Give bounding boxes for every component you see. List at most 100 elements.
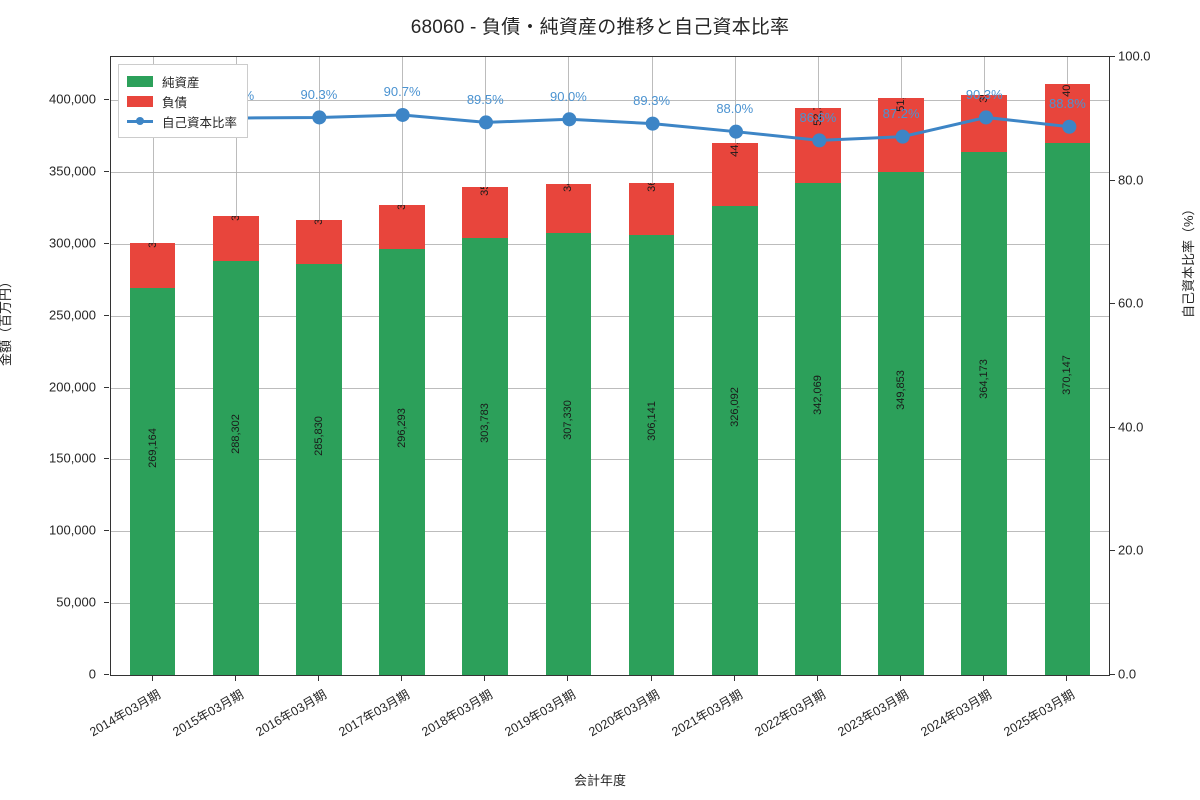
bar-segment-equity[interactable]: 364,173 [961,151,1008,675]
y-axis-tick-label: 300,000 [49,235,96,251]
gridline-horizontal [111,387,1109,389]
legend-swatch-liabilities [127,95,153,107]
y-axis-label: 金額（百万円） [0,274,13,366]
x-axis-tick-label: 2020年03月期 [585,687,662,740]
line-series-layer [145,107,1077,148]
equity-ratio-value-label: 87.2% [882,106,920,122]
equity-ratio-value-label: 90.3% [300,86,338,102]
bar-segment-equity[interactable]: 306,141 [628,235,675,675]
bar-segment-equity[interactable]: 342,069 [795,183,841,675]
x-axis-tick-label: 2023年03月期 [835,687,912,740]
equity-ratio-marker[interactable] [562,112,577,127]
bar-segment-liabilities[interactable]: 30,403 [379,205,425,250]
y-axis-tick-label: 350,000 [49,163,96,179]
page-title: 68060 - 負債・純資産の推移と自己資本比率 [410,17,790,38]
secondary-y-axis-tick-label: 20.0 [1118,542,1144,558]
y-axis-tick-label: 400,000 [49,91,96,107]
bar-segment-liabilities[interactable]: 35,675 [462,187,509,239]
secondary-y-axis-tick-label: 40.0 [1118,419,1144,435]
equity-ratio-value-label: 90.3% [965,86,1003,102]
equity-ratio-value-label: 90.0% [549,88,587,104]
gridline-horizontal [111,100,1109,102]
bar-segment-equity[interactable]: 370,147 [1044,143,1091,675]
equity-ratio-marker[interactable] [645,116,660,131]
equity-ratio-value-label: 90.7% [383,84,421,100]
y-axis-tick-label: 50,000 [56,594,96,610]
bar-segment-equity[interactable]: 285,830 [296,264,342,675]
legend-item-equity-ratio: 自己資本比率 [127,111,237,131]
bar-segment-liabilities[interactable]: 31,365 [212,215,259,261]
y-axis-tick-mark [104,386,109,388]
bar-segment-liabilities[interactable]: 31,587 [129,242,176,289]
x-axis-tick-label: 2021年03月期 [669,687,745,740]
equity-ratio-value-label: 86.6% [799,109,837,125]
x-axis-tick-mark [733,676,735,681]
secondary-y-axis-tick-label: 0.0 [1118,666,1137,682]
equity-ratio-marker[interactable] [1062,119,1077,134]
x-axis-tick-mark [983,676,985,681]
secondary-y-axis-tick-label: 60.0 [1118,295,1144,311]
y-axis-tick-mark [104,674,109,675]
secondary-y-axis-tick-mark [1110,179,1115,181]
legend-swatch-equity [127,75,153,87]
y-axis-tick-label: 0 [88,666,96,682]
x-axis-tick-mark [401,676,403,681]
equity-ratio-marker[interactable] [312,110,327,125]
plot-area: 269,16431,587 288,30231,365 285,83030,765 2… [110,56,1110,676]
bar-segment-equity[interactable]: 307,330 [545,233,592,675]
y-axis-tick-label: 200,000 [49,379,96,395]
x-axis-tick-mark [816,676,818,681]
bar-segment-equity[interactable]: 326,092 [711,206,758,675]
x-axis-tick-mark [567,676,569,681]
y-axis-tick-label: 100,000 [49,522,96,538]
gridline-horizontal [111,459,1109,461]
equity-ratio-value-label: 88.0% [716,101,754,117]
equity-ratio-marker[interactable] [812,133,827,148]
legend-label-liabilities: 負債 [162,95,188,110]
bar-segment-equity[interactable]: 296,293 [379,249,425,675]
x-axis-tick-label: 2024年03月期 [918,687,995,740]
bar-segment-liabilities[interactable]: 30,765 [296,219,342,265]
x-axis-tick-label: 2025年03月期 [1001,687,1078,740]
secondary-y-axis-tick-mark [1110,426,1115,428]
y-axis-tick-label: 150,000 [49,450,96,466]
legend-swatch-equity-ratio [127,116,153,127]
equity-ratio-marker[interactable] [478,115,494,130]
y-axis-tick-mark [104,170,109,172]
x-axis-tick-mark [151,676,153,681]
equity-ratio-marker[interactable] [978,110,994,125]
equity-ratio-marker[interactable] [895,129,910,144]
x-axis-tick-mark [1066,676,1068,681]
bar-segment-equity[interactable]: 303,783 [462,238,509,675]
x-axis-tick-mark [234,676,236,681]
equity-ratio-marker[interactable] [728,124,744,139]
y-axis-tick-mark [104,314,109,316]
equity-ratio-value-label: 89.3% [633,93,671,109]
x-axis-tick-label: 2014年03月期 [86,687,163,740]
bar-segment-liabilities[interactable]: 36,503 [628,182,675,235]
secondary-y-axis-tick-mark [1110,674,1115,675]
x-axis-tick-mark [317,676,319,681]
equity-ratio-value-label: 89.5% [466,91,504,107]
x-axis-tick-label: 2016年03月期 [253,687,329,740]
equity-ratio-value-label: 88.8% [1048,96,1086,112]
gridline-horizontal [111,243,1109,245]
y-axis-tick-mark [104,242,109,244]
secondary-y-axis-tick-label: 100.0 [1118,48,1151,64]
equity-ratio-marker[interactable] [395,107,410,122]
secondary-y-axis-tick-mark [1110,303,1115,305]
equity-ratio-line [152,113,1070,142]
bar-segment-equity[interactable]: 288,302 [212,260,259,675]
y-axis-tick-mark [104,530,109,532]
bar-segment-equity[interactable]: 349,853 [878,172,924,675]
secondary-y-axis-tick-mark [1110,550,1115,552]
bar-segment-liabilities[interactable]: 34,105 [545,184,592,234]
x-axis-tick-mark [650,676,652,681]
x-axis-tick-mark [900,676,902,681]
legend: 純資産 負債 自己資本比率 [118,64,249,138]
y-axis-tick-label: 250,000 [49,307,96,323]
bar-segment-liabilities[interactable]: 44,412 [711,142,758,207]
bar-segment-equity[interactable]: 269,164 [129,288,176,675]
x-axis-tick-label: 2018年03月期 [419,687,496,740]
